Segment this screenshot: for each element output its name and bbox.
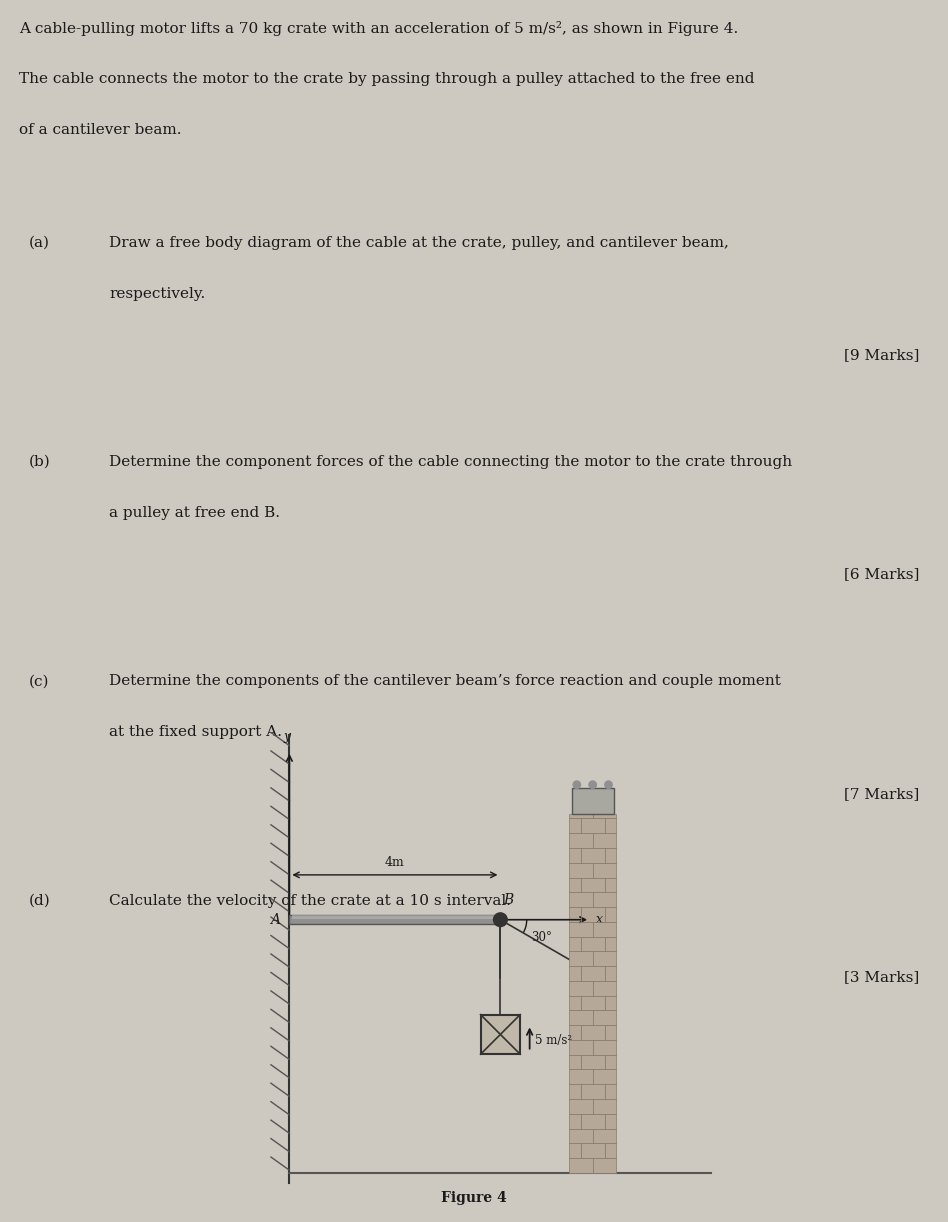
Text: y: y bbox=[283, 730, 290, 743]
Text: x: x bbox=[596, 913, 603, 926]
Text: Determine the component forces of the cable connecting the motor to the crate th: Determine the component forces of the ca… bbox=[109, 455, 793, 469]
Text: The cable connects the motor to the crate by passing through a pulley attached t: The cable connects the motor to the crat… bbox=[19, 72, 755, 87]
Text: [9 Marks]: [9 Marks] bbox=[844, 348, 920, 362]
Text: respectively.: respectively. bbox=[109, 287, 206, 301]
Text: a pulley at free end B.: a pulley at free end B. bbox=[109, 506, 280, 521]
Text: 5 m/s²: 5 m/s² bbox=[535, 1034, 572, 1047]
Text: (a): (a) bbox=[28, 236, 49, 249]
Text: [6 Marks]: [6 Marks] bbox=[844, 567, 920, 582]
Bar bbox=[289, 915, 501, 925]
Text: (d): (d) bbox=[28, 893, 50, 908]
Text: [7 Marks]: [7 Marks] bbox=[845, 787, 920, 800]
Circle shape bbox=[494, 913, 507, 926]
Text: Determine the components of the cantilever beam’s force reaction and couple mome: Determine the components of the cantilev… bbox=[109, 675, 781, 688]
Text: A: A bbox=[270, 913, 280, 926]
Bar bbox=[481, 1014, 520, 1055]
Text: at the fixed support A.: at the fixed support A. bbox=[109, 726, 282, 739]
Text: B: B bbox=[503, 893, 513, 907]
Text: A cable-pulling motor lifts a 70 kg crate with an acceleration of 5 m/s², as sho: A cable-pulling motor lifts a 70 kg crat… bbox=[19, 21, 738, 37]
Text: [3 Marks]: [3 Marks] bbox=[845, 970, 920, 985]
Text: (c): (c) bbox=[28, 675, 49, 688]
Text: 30°: 30° bbox=[531, 931, 552, 945]
Bar bbox=[569, 814, 616, 1173]
Text: Figure 4: Figure 4 bbox=[441, 1191, 507, 1205]
Text: Calculate the velocity of the crate at a 10 s interval.: Calculate the velocity of the crate at a… bbox=[109, 893, 511, 908]
Text: 4m: 4m bbox=[385, 855, 405, 869]
Bar bbox=[292, 915, 498, 919]
Circle shape bbox=[589, 781, 596, 788]
Text: Draw a free body diagram of the cable at the crate, pulley, and cantilever beam,: Draw a free body diagram of the cable at… bbox=[109, 236, 729, 249]
Circle shape bbox=[574, 781, 580, 788]
Circle shape bbox=[605, 781, 612, 788]
Text: (b): (b) bbox=[28, 455, 50, 469]
Text: of a cantilever beam.: of a cantilever beam. bbox=[19, 123, 181, 137]
Bar bbox=[572, 788, 613, 814]
